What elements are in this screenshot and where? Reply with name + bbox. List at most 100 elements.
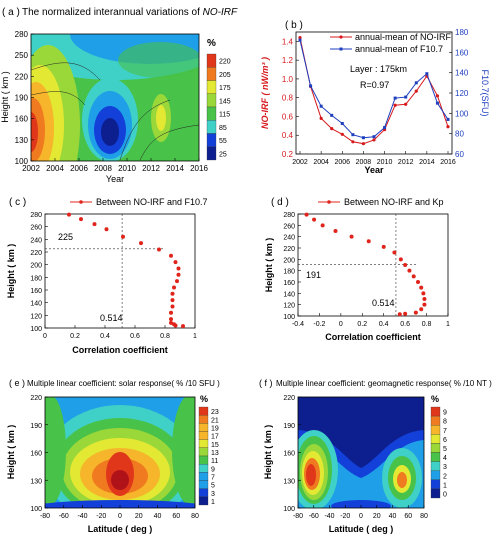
panel-f-colorbar-swatch [430,443,441,453]
nrf-series-point [414,89,418,93]
panel-c-point [169,310,173,315]
f107-series-point [340,122,344,125]
panel-b-right-tick-label: 140 [455,69,469,78]
panel-d-point [333,229,338,233]
panel-b-right-tick-label: 180 [455,28,469,37]
panel-d-guides [298,214,418,316]
f107-series-point [393,96,397,100]
panel-e: ( e ) Multiple linear coefficient: solar… [6,378,220,534]
panel-f-colorbar-swatch [430,406,441,417]
panel-a-xtick-label: 2016 [190,164,208,173]
panel-d-point [411,274,416,279]
panel-d-point [397,312,402,317]
panel-a-colorbar: 220 205 175 145 115 85 55 25 [206,53,231,161]
panel-e-colorbar-label: 1 [211,499,215,506]
panel-d-point [403,311,408,316]
panel-b: ( b ) 2002 2004 2006 2008 2010 2012 2014 2016 0… [260,20,490,175]
panel-f-ytick-label: 220 [283,395,295,402]
panel-b-left-tick-label: 1.4 [282,37,294,46]
panel-d-xtick-label: 0.4 [379,321,389,328]
f107-series-point [361,136,365,140]
f107-series-point [435,101,439,105]
panel-e-colorbar-label: 7 [211,474,215,481]
nrf-series-point [330,127,334,131]
f107-series-point [404,95,408,99]
panel-e-colorbar-swatch [198,431,209,440]
panel-d-point [312,217,317,222]
panel-a-ytick-label: 100 [15,157,29,166]
panel-c-point [176,272,181,277]
panel-c-point [92,222,97,227]
panel-a-y-ticks: 100 130 160 190 220 250 280 [15,30,34,166]
panel-f: ( f ) Multiple linear coefficient: geoma… [259,378,492,534]
panel-d-ytick-label: 140 [283,291,295,298]
panel-d-xtick-label: 0.6 [400,321,410,328]
panel-e-ticks: -80 -60 -40 -20 0 20 40 60 80 100 130 160 190 220 [30,395,199,520]
panel-d-point [381,244,386,249]
panel-c-ytick-label: 140 [30,301,42,308]
panel-f-heatmap [298,397,424,508]
panel-f-colorbar-label: 4 [443,455,447,462]
panel-e-colorbar-label: 17 [211,434,219,441]
panel-c-point [181,324,185,329]
legend-nrf-marker [339,35,343,39]
panel-f-ticks: -80 -60 -40 -20 0 20 40 60 80 100 130 160 190 220 [283,395,428,520]
panel-c-point [139,241,143,246]
panel-e-colorbar-swatch [198,480,209,489]
panel-a-xtick-label: 2006 [70,164,88,173]
panel-c-ytick-label: 160 [30,288,42,295]
panel-a-xtick-label: 2012 [142,164,160,173]
panel-c-legend: Between NO-IRF and F10.7 [96,197,208,207]
panel-a-colorbar-label: 25 [219,151,227,158]
panel-c-xtick-label: 1 [193,333,197,340]
panel-e-colorbar-swatch [198,488,209,497]
panel-a-ytick-label: 250 [15,51,29,60]
panel-b-xlabel: Year [364,165,384,175]
panel-d-ytick-label: 240 [283,235,295,242]
panel-c-point [169,253,173,258]
panel-a-colorbar-label: 145 [219,98,231,105]
panel-a: ( a ) The normalized interannual variati… [0,7,238,184]
nrf-series-point [298,36,302,40]
panel-d-point [422,297,427,301]
panel-c-point [172,285,176,290]
panel-d-point [403,263,408,267]
panel-c-xtick-label: 0.2 [70,333,80,340]
panel-a-heatmap [31,34,199,161]
panel-c-xtick-label: 0.6 [130,333,140,340]
panel-b-right-tick-label: 160 [455,48,469,57]
panel-f-colorbar-swatch [430,470,441,480]
panel-d: ( d ) Between NO-IRF and Kp -0.4 -0.2 0 0.2… [264,197,450,342]
panel-b-letter: ( b ) [285,20,303,31]
panel-c-letter: ( c ) [9,197,26,208]
panel-d-ytick-label: 260 [283,223,295,230]
panel-d-ytick-label: 220 [283,246,295,253]
panel-f-colorbar-swatch [430,425,441,435]
panel-c-ytick-label: 240 [30,237,42,244]
panel-d-ytick-label: 180 [283,269,295,276]
legend-f107-marker [339,47,343,51]
panel-b-left-tick-label: 1.0 [282,75,294,84]
panel-d-point [416,280,420,284]
panel-a-colorbar-label: 205 [219,72,231,79]
panel-a-xtick-label: 2004 [46,164,64,173]
panel-a-xtick-label: 2010 [118,164,136,173]
panel-c-point [79,217,83,222]
panel-d-point [422,302,427,307]
panel-c-ytick-label: 280 [30,212,42,219]
panel-b-layer-annotation: Layer : 175km [350,64,407,74]
panel-b-left-tick-label: 0.8 [282,94,294,103]
panel-b-left-ticks: 0.2 0.4 0.6 0.8 1.0 1.2 1.4 [282,37,299,159]
panel-b-xtick-label: 2014 [419,159,435,166]
panel-a-title: The normalized interannual variations of… [22,7,238,18]
panel-d-point [407,268,412,273]
panel-f-colorbar-title: % [431,394,439,404]
panel-e-xtick-label: -20 [96,513,106,520]
panel-b-xtick-label: 2004 [313,159,329,166]
panel-a-colorbar-label: 220 [219,59,231,66]
panel-a-xlabel: Year [106,174,124,184]
panel-e-letter: ( e ) [9,378,25,388]
panel-a-colorbar-swatch [206,106,217,121]
panel-b-ylabel-left: NO-IRF ( nW/m³ ) [260,57,270,129]
